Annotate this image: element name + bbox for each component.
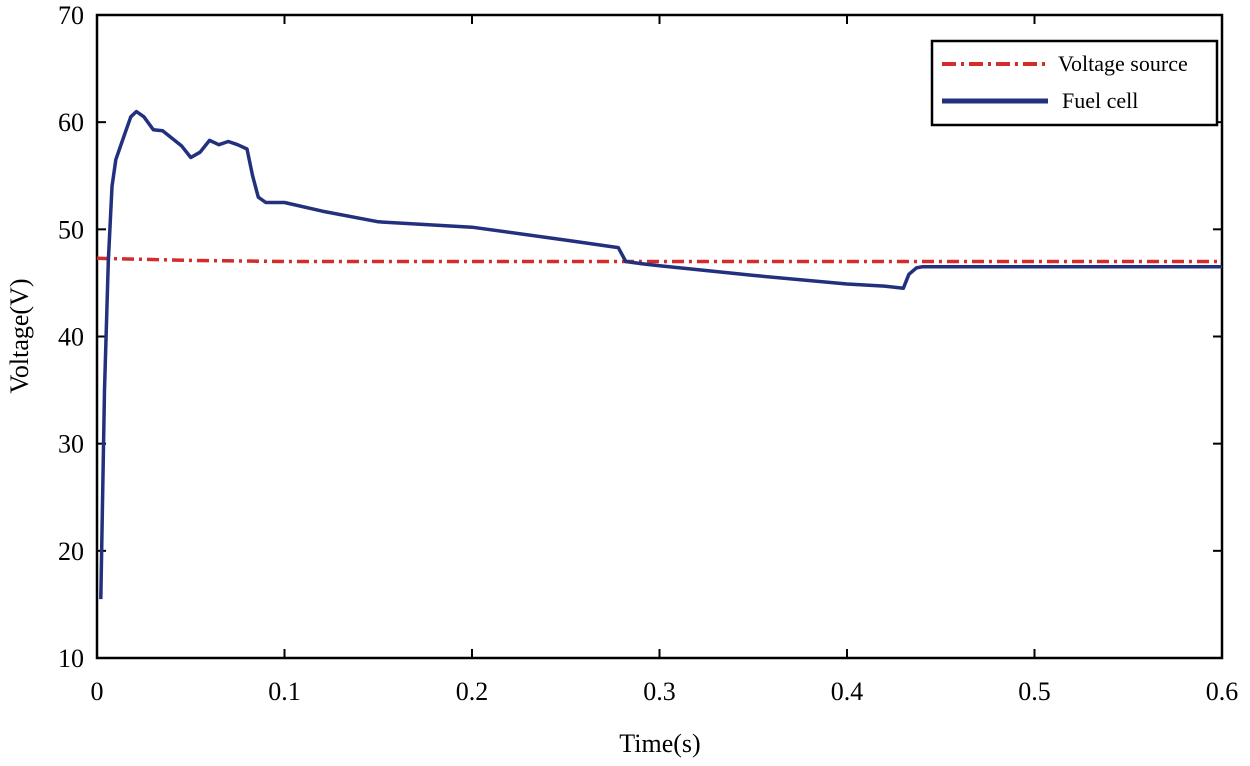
legend-label-voltage-source: Voltage source: [1058, 51, 1188, 76]
x-tick-label: 0.4: [831, 677, 864, 706]
y-tick-label: 10: [58, 644, 84, 673]
legend-box: [930, 39, 1219, 127]
y-tick-label: 60: [58, 108, 84, 137]
x-tick-label: 0.2: [456, 677, 489, 706]
y-axis-label: Voltage(V): [5, 278, 34, 393]
axis-ticks: 0 0.1 0.2 0.3 0.4 0.5 0.6 10 20 30 40 50 60 70: [58, 1, 1238, 706]
y-tick-label: 40: [58, 323, 84, 352]
y-tick-label: 70: [58, 1, 84, 30]
y-tick-label: 30: [58, 430, 84, 459]
y-tick-label: 20: [58, 537, 84, 566]
series-line-fuel-cell: [99, 109, 1222, 600]
x-tick-label: 0.6: [1206, 677, 1239, 706]
legend-label-fuel-cell: Fuel cell: [1062, 88, 1138, 113]
y-tick-label: 50: [58, 215, 84, 244]
x-axis-label: Time(s): [619, 729, 700, 758]
x-tick-label: 0.3: [643, 677, 676, 706]
series-layer: [96, 109, 1222, 600]
x-tick-label: 0.1: [268, 677, 301, 706]
x-tick-label: 0: [91, 677, 104, 706]
legend: Voltage source Fuel cell: [930, 39, 1219, 127]
x-tick-label: 0.5: [1018, 677, 1051, 706]
